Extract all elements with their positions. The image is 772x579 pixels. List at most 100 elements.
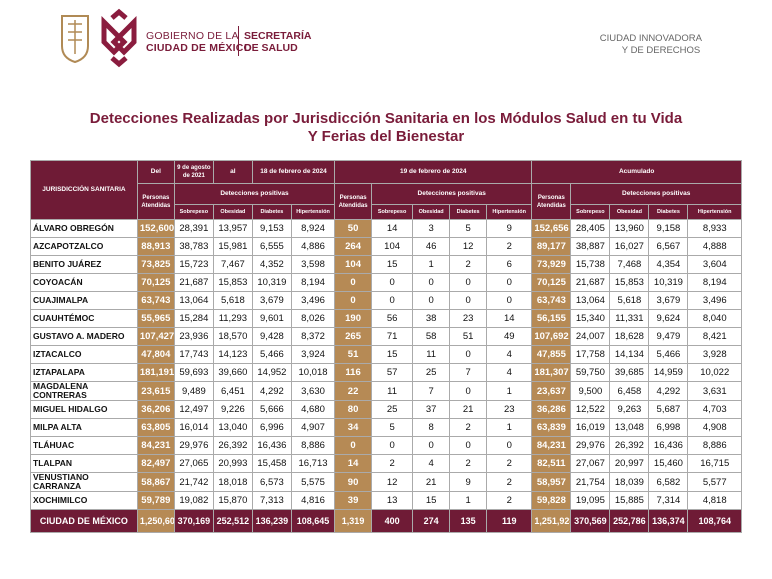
cell: 51 xyxy=(449,327,488,346)
title: Detecciones Realizadas por Jurisdicción … xyxy=(0,110,772,146)
cell: 15,981 xyxy=(212,237,253,256)
persons-header: Personas Atendidas xyxy=(334,183,373,220)
cell: 19,095 xyxy=(570,491,611,510)
cell: 88,913 xyxy=(136,237,175,256)
data-row: GUSTAVO A. MADERO 107,427 23,936 18,570 9,42… xyxy=(30,327,742,346)
data-row: VENUSTIANO CARRANZA 58,867 21,742 18,018 6,5… xyxy=(30,472,742,492)
cell: 16,027 xyxy=(609,237,650,256)
cell: 2 xyxy=(486,237,533,256)
cell: 14,134 xyxy=(609,345,650,364)
cell: 6,582 xyxy=(648,472,689,492)
cell: 39,660 xyxy=(212,363,253,382)
cell: 2 xyxy=(449,418,488,437)
cell: 0 xyxy=(449,345,488,364)
cell: 90 xyxy=(334,472,373,492)
cell: 6,998 xyxy=(648,418,689,437)
cell: 0 xyxy=(486,436,533,455)
cell: 274 xyxy=(412,509,451,533)
cell: 23,615 xyxy=(136,381,175,401)
jurisdiction-name: XOCHIMILCO xyxy=(30,491,138,510)
cell: 3,496 xyxy=(290,291,336,310)
cell: 18,628 xyxy=(609,327,650,346)
cell: 89,177 xyxy=(531,237,572,256)
cell: 55,965 xyxy=(136,309,175,328)
cell: 5,666 xyxy=(251,400,292,419)
table-body: ÁLVARO OBREGÓN 152,600 28,391 13,957 9,153 8,… xyxy=(30,219,742,533)
cell: 15 xyxy=(371,255,414,274)
cell: 2 xyxy=(486,472,533,492)
cell: 20,993 xyxy=(212,454,253,473)
cell: 0 xyxy=(412,291,451,310)
cell: 0 xyxy=(486,273,533,292)
subcolumn-header: Obesidad xyxy=(212,204,253,220)
cell: 56,155 xyxy=(531,309,572,328)
cell: 23 xyxy=(486,400,533,419)
cell: 3,630 xyxy=(290,381,336,401)
cell: 18,570 xyxy=(212,327,253,346)
cell: 0 xyxy=(334,436,373,455)
cell: 8,026 xyxy=(290,309,336,328)
total-row: CIUDAD DE MÉXICO1,250,609370,169252,5121… xyxy=(30,509,742,533)
cell: 2 xyxy=(371,454,414,473)
cell: 181,307 xyxy=(531,363,572,382)
cell: 27,065 xyxy=(173,454,214,473)
cell: 16,436 xyxy=(251,436,292,455)
cell: 3,928 xyxy=(687,345,742,364)
cell: 11 xyxy=(412,345,451,364)
cell: 82,511 xyxy=(531,454,572,473)
cell: 4 xyxy=(486,345,533,364)
cell: 3,598 xyxy=(290,255,336,274)
cell: 9,263 xyxy=(609,400,650,419)
positives-header: Detecciones positivas xyxy=(371,183,533,205)
data-row: TLALPAN 82,497 27,065 20,993 15,458 16,713 14 2… xyxy=(30,454,742,473)
cell: 5,618 xyxy=(609,291,650,310)
cell: 6,573 xyxy=(251,472,292,492)
cell: 6,458 xyxy=(609,381,650,401)
cell: 0 xyxy=(449,291,488,310)
cell: 59,789 xyxy=(136,491,175,510)
jurisdiction-name: CUAUHTÉMOC xyxy=(30,309,138,328)
persons-header: Personas Atendidas xyxy=(136,183,175,220)
jurisdiction-name: GUSTAVO A. MADERO xyxy=(30,327,138,346)
cell: 4,680 xyxy=(290,400,336,419)
cell: 28,405 xyxy=(570,219,611,238)
cell: 5 xyxy=(371,418,414,437)
cell: 20,997 xyxy=(609,454,650,473)
cell: 7,468 xyxy=(609,255,650,274)
from-date: 9 de agosto de 2021 xyxy=(173,160,214,184)
cell: 19,082 xyxy=(173,491,214,510)
cell: 8 xyxy=(412,418,451,437)
accumulated-header: Acumulado xyxy=(531,160,742,184)
cell: 108,645 xyxy=(290,509,336,533)
cell: 18,039 xyxy=(609,472,650,492)
cell: 6 xyxy=(486,255,533,274)
cell: 13,048 xyxy=(609,418,650,437)
data-row: IZTACALCO 47,804 17,743 14,123 5,466 3,924 51 1… xyxy=(30,345,742,364)
cell: 13,960 xyxy=(609,219,650,238)
cell: 13,064 xyxy=(173,291,214,310)
cell: 39,685 xyxy=(609,363,650,382)
subcolumn-header: Hipertensión xyxy=(687,204,742,220)
cell: 11,331 xyxy=(609,309,650,328)
cell: 4 xyxy=(486,363,533,382)
positives-header: Detecciones positivas xyxy=(570,183,742,205)
cell: 49 xyxy=(486,327,533,346)
cell: 16,436 xyxy=(648,436,689,455)
cell: 73,929 xyxy=(531,255,572,274)
cell: 28,391 xyxy=(173,219,214,238)
cell: 8,040 xyxy=(687,309,742,328)
cell: 8,194 xyxy=(290,273,336,292)
cell: 8,886 xyxy=(290,436,336,455)
subcolumn-header: Diabetes xyxy=(251,204,292,220)
cell: 73,825 xyxy=(136,255,175,274)
cell: 70,125 xyxy=(136,273,175,292)
cell: 47,855 xyxy=(531,345,572,364)
cell: 34 xyxy=(334,418,373,437)
day-date: 19 de febrero de 2024 xyxy=(334,160,533,184)
cell: 4,888 xyxy=(687,237,742,256)
cell: 47,804 xyxy=(136,345,175,364)
cell: 14 xyxy=(486,309,533,328)
cell: 29,976 xyxy=(173,436,214,455)
cell: 4,354 xyxy=(648,255,689,274)
